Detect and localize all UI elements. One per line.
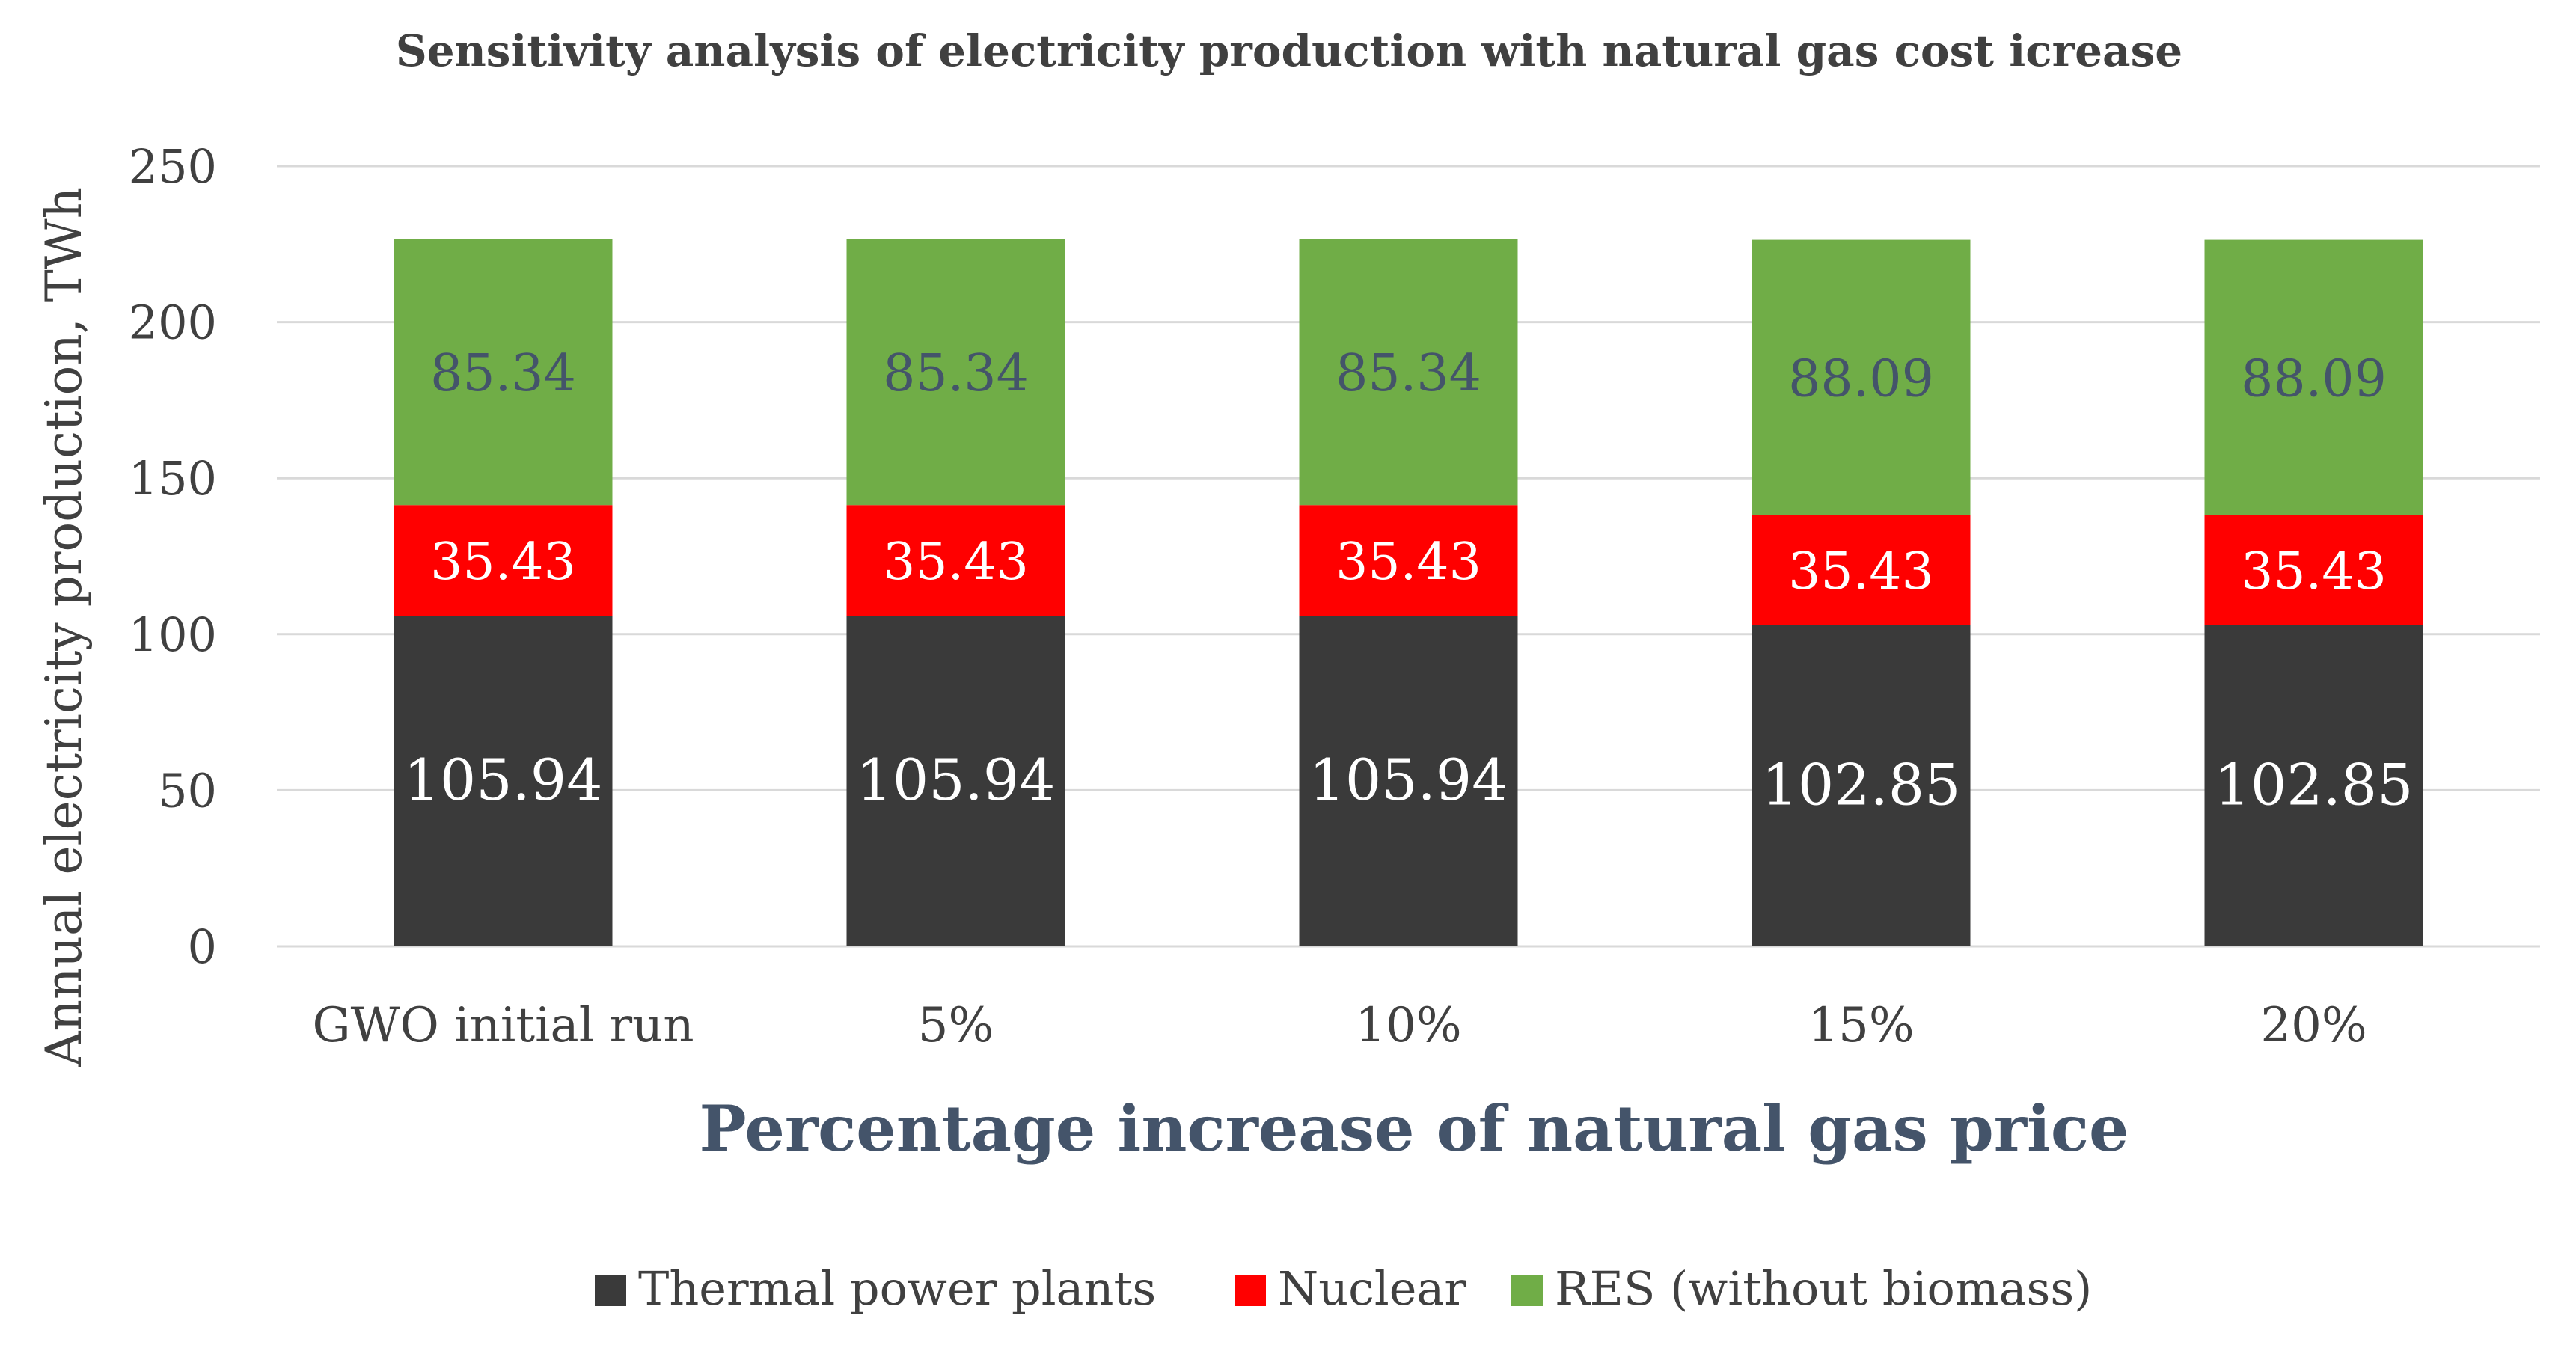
data-label: 85.34 <box>430 344 576 403</box>
x-tick-label: GWO initial run <box>312 998 694 1053</box>
legend-swatch <box>1235 1275 1266 1306</box>
x-tick-label: 5% <box>918 998 994 1053</box>
bar-thermal-power-plants <box>846 616 1065 946</box>
bar-nuclear <box>2204 515 2423 625</box>
legend: Thermal power plants Nuclear RES (without … <box>595 1261 2092 1316</box>
legend-label: Nuclear <box>1278 1261 1466 1316</box>
legend-label: RES (without biomass) <box>1555 1261 2092 1316</box>
chart-title: Sensitivity analysis of electricity prod… <box>396 25 2182 76</box>
bars <box>394 239 2423 946</box>
data-label: 85.34 <box>883 344 1029 403</box>
legend-swatch <box>1511 1275 1543 1306</box>
bar-thermal-power-plants <box>1299 616 1518 946</box>
y-tick-label: 150 <box>129 451 217 506</box>
bar-nuclear <box>1299 505 1518 616</box>
bar-nuclear <box>1752 515 1971 625</box>
bar-nuclear <box>394 505 613 616</box>
x-tick-label: 10% <box>1355 998 1461 1053</box>
y-tick-label: 50 <box>158 763 217 818</box>
legend-item: RES (without biomass) <box>1511 1261 2092 1316</box>
y-axis-ticks: 0 50 100 150 200 250 <box>129 139 217 974</box>
data-label: 35.43 <box>883 533 1029 592</box>
bar-res-without-biomass <box>2204 239 2423 515</box>
data-label: 105.94 <box>404 747 603 813</box>
y-tick-label: 250 <box>129 139 217 194</box>
data-label: 88.09 <box>1788 349 1934 408</box>
legend-item: Nuclear <box>1235 1261 1466 1316</box>
y-axis-label: Annual electricity production, TWh <box>35 187 93 1067</box>
data-label: 105.94 <box>857 747 1056 813</box>
data-label: 105.94 <box>1309 747 1508 813</box>
x-axis-ticks: GWO initial run 5% 10% 15% 20% <box>312 998 2367 1053</box>
x-tick-label: 20% <box>2260 998 2367 1053</box>
y-tick-label: 200 <box>129 295 217 350</box>
data-labels: 105.94 35.43 85.34 105.94 35.43 85.34 105.94 35… <box>404 344 2414 818</box>
bar-thermal-power-plants <box>394 616 613 946</box>
bar-res-without-biomass <box>846 239 1065 506</box>
x-axis-label: Percentage increase of natural gas price <box>700 1091 2129 1165</box>
data-label: 88.09 <box>2241 349 2387 408</box>
data-label: 102.85 <box>2215 751 2414 818</box>
data-label: 35.43 <box>1788 542 1934 601</box>
y-tick-label: 0 <box>188 919 217 974</box>
data-label: 85.34 <box>1336 344 1481 403</box>
bar-res-without-biomass <box>1299 239 1518 506</box>
data-label: 35.43 <box>430 533 576 592</box>
legend-item: Thermal power plants <box>595 1261 1156 1316</box>
data-label: 35.43 <box>1336 533 1481 592</box>
data-label: 35.43 <box>2241 542 2387 601</box>
bar-thermal-power-plants <box>2204 625 2423 946</box>
bar-res-without-biomass <box>1752 239 1971 515</box>
bar-res-without-biomass <box>394 239 613 506</box>
legend-swatch <box>595 1275 626 1306</box>
x-tick-label: 15% <box>1808 998 1914 1053</box>
bar-nuclear <box>846 505 1065 616</box>
bar-thermal-power-plants <box>1752 625 1971 946</box>
data-label: 102.85 <box>1762 751 1961 818</box>
y-tick-label: 100 <box>129 607 217 662</box>
legend-label: Thermal power plants <box>638 1261 1156 1316</box>
